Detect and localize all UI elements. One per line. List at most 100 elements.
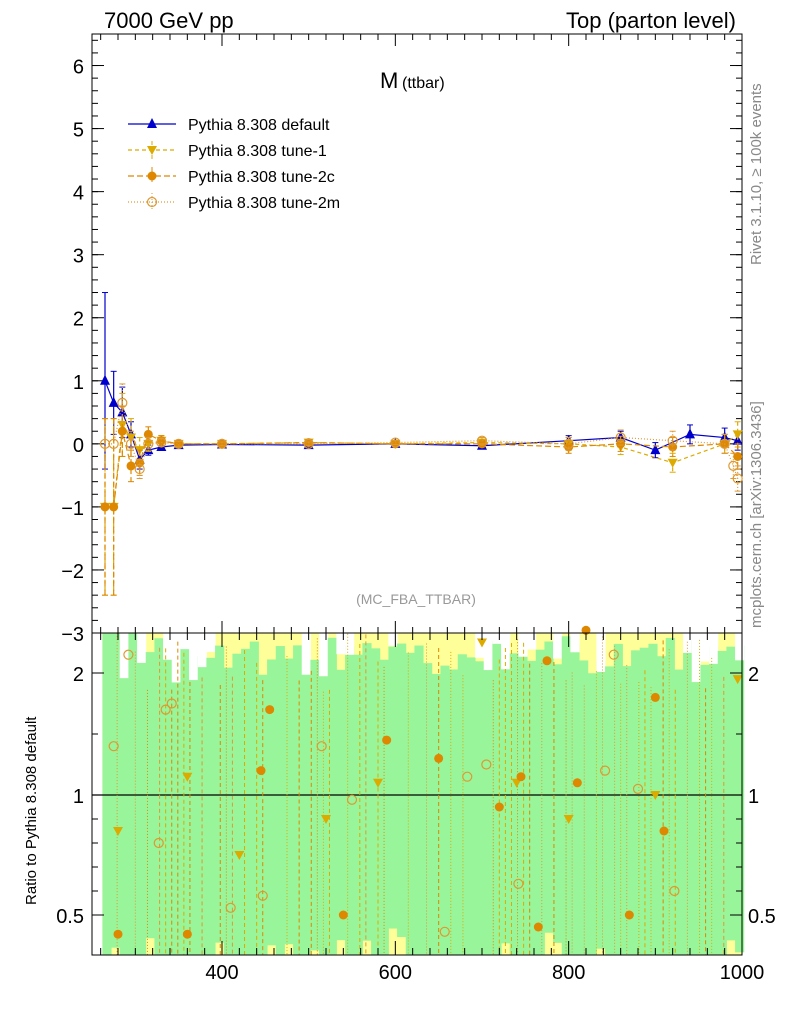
ratio-point bbox=[382, 735, 392, 745]
band-inner-bin bbox=[431, 673, 441, 955]
band-inner-bin bbox=[466, 657, 476, 955]
legend-marker bbox=[147, 118, 157, 128]
band-inner-bin bbox=[180, 648, 190, 955]
band-inner-bin bbox=[371, 648, 381, 955]
data-point bbox=[117, 397, 128, 408]
band-inner-bin bbox=[241, 648, 251, 955]
header-right: Top (parton level) bbox=[566, 8, 736, 33]
main-y-tick-label: 2 bbox=[73, 309, 84, 331]
ratio-point bbox=[608, 649, 619, 660]
band-inner-bin bbox=[527, 660, 537, 955]
band-inner-bin bbox=[631, 650, 641, 955]
band-gap bbox=[319, 633, 329, 677]
ratio-point bbox=[265, 705, 275, 715]
band-gap bbox=[336, 633, 346, 655]
data-point bbox=[390, 437, 401, 448]
main-y-tick-label: 1 bbox=[73, 372, 84, 394]
legend-marker bbox=[147, 171, 157, 181]
ratio-point bbox=[316, 741, 327, 752]
ratio-point bbox=[599, 765, 611, 776]
ratio-point bbox=[563, 815, 574, 824]
main-series bbox=[99, 292, 743, 596]
main-y-tick-label: −1 bbox=[61, 498, 84, 520]
data-point bbox=[476, 435, 488, 446]
legend-label: Pythia 8.308 tune-1 bbox=[188, 143, 327, 160]
band-gap bbox=[527, 633, 537, 650]
main-y-axis: 6 5 4 3 2 1 0 −1 −2 −3 bbox=[61, 34, 743, 646]
ratio-series-2 bbox=[113, 625, 669, 939]
ratio-point bbox=[732, 675, 743, 685]
x-tick-label: 1000 bbox=[720, 962, 765, 984]
ratio-point bbox=[494, 802, 504, 812]
ratio-series bbox=[108, 625, 743, 955]
band-inner-bin bbox=[700, 664, 710, 955]
band-gap bbox=[206, 633, 216, 652]
x-tick-label: 400 bbox=[205, 962, 238, 984]
data-point bbox=[173, 438, 184, 449]
data-point bbox=[100, 502, 110, 512]
band-gap bbox=[691, 633, 701, 683]
band-inner-bin bbox=[639, 647, 649, 955]
band-inner-bin bbox=[553, 664, 563, 943]
ratio-point bbox=[113, 929, 123, 939]
band-inner-bin bbox=[587, 673, 597, 955]
data-point bbox=[650, 444, 661, 455]
band-inner-bin bbox=[293, 645, 303, 955]
mcplots-label: mcplots.cern.ch [arXiv:1306.3436] bbox=[748, 401, 765, 628]
band-inner-bin bbox=[561, 636, 571, 955]
data-point bbox=[732, 430, 743, 440]
band-gap bbox=[735, 633, 745, 661]
band-inner-bin bbox=[215, 645, 225, 943]
main-y-tick-label: 3 bbox=[73, 246, 84, 268]
band-gap bbox=[388, 633, 398, 646]
main-panel: M (ttbar) (MC_FBA_TTBAR) 6 5 4 3 2 1 0 −1 −2 −3 P… bbox=[61, 33, 743, 646]
band-inner-bin bbox=[622, 666, 632, 955]
data-point bbox=[143, 438, 154, 449]
band-inner-bin bbox=[310, 659, 320, 951]
ratio-point bbox=[659, 826, 669, 836]
band-inner-bin bbox=[336, 669, 346, 941]
band-gap bbox=[518, 633, 528, 657]
data-point bbox=[125, 438, 137, 449]
ratio-point bbox=[234, 851, 245, 860]
legend-marker bbox=[147, 146, 157, 155]
band-gap bbox=[475, 633, 485, 658]
band-gap bbox=[163, 633, 173, 660]
band-inner-bin bbox=[327, 637, 337, 955]
x-axis: 400 600 800 1000 bbox=[100, 633, 765, 984]
data-point bbox=[100, 374, 110, 385]
band-inner-bin bbox=[457, 654, 467, 955]
band-inner-bin bbox=[362, 643, 372, 941]
band-inner-bin bbox=[726, 646, 736, 941]
band-inner-bin bbox=[206, 657, 216, 955]
band-gap bbox=[137, 633, 147, 663]
band-gap bbox=[709, 633, 719, 664]
band-inner-bin bbox=[284, 658, 294, 945]
band-gap bbox=[197, 633, 207, 668]
ratio-point bbox=[257, 890, 268, 901]
band-inner-bin bbox=[492, 641, 502, 955]
main-y-tick-label: 0 bbox=[73, 435, 84, 457]
band-inner-bin bbox=[449, 669, 459, 955]
ratio-point bbox=[256, 766, 266, 776]
ratio-y-tick-label-right: 2 bbox=[748, 664, 759, 686]
band-gap bbox=[171, 633, 181, 683]
ratio-point bbox=[338, 910, 348, 920]
data-point bbox=[303, 438, 314, 449]
band-inner-bin bbox=[111, 633, 121, 948]
ratio-point bbox=[624, 910, 634, 920]
band-gap bbox=[492, 633, 502, 644]
band-inner-bin bbox=[275, 646, 285, 955]
band-inner-bin bbox=[440, 665, 450, 955]
band-inner-bin bbox=[665, 637, 675, 955]
ratio-point bbox=[225, 902, 236, 913]
ratio-point bbox=[346, 794, 358, 805]
ratio-y-tick-label-left: 1 bbox=[73, 786, 84, 808]
main-y-tick-label: −3 bbox=[61, 624, 84, 646]
rivet-label: Rivet 3.1.10, ≥ 100k events bbox=[748, 83, 765, 265]
band-inner-bin bbox=[397, 643, 407, 937]
ratio-point bbox=[373, 778, 383, 788]
band-inner-bin bbox=[189, 658, 199, 955]
band-inner-bin bbox=[137, 655, 147, 955]
band-inner-bin bbox=[709, 646, 719, 955]
